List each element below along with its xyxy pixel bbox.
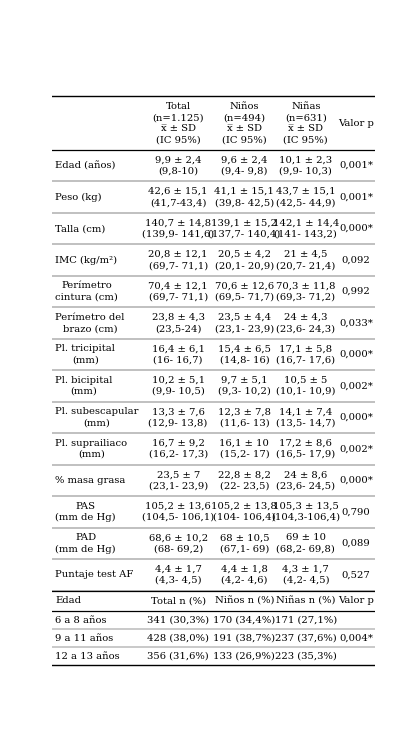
Text: Perímetro del
brazo (cm): Perímetro del brazo (cm): [55, 313, 125, 333]
Text: 4,4 ± 1,7
(4,3- 4,5): 4,4 ± 1,7 (4,3- 4,5): [155, 565, 201, 585]
Text: 0,000*: 0,000*: [339, 350, 373, 359]
Text: 14,1 ± 7,4
(13,5- 14,7): 14,1 ± 7,4 (13,5- 14,7): [276, 407, 336, 428]
Text: 0,001*: 0,001*: [339, 161, 373, 170]
Text: 0,790: 0,790: [342, 507, 370, 516]
Text: 70,3 ± 11,8
(69,3- 71,2): 70,3 ± 11,8 (69,3- 71,2): [276, 281, 336, 302]
Text: 12 a 13 años: 12 a 13 años: [55, 651, 120, 661]
Text: Niños
(n=494)
x̅ ± SD
(IC 95%): Niños (n=494) x̅ ± SD (IC 95%): [222, 102, 267, 144]
Text: 17,1 ± 5,8
(16,7- 17,6): 17,1 ± 5,8 (16,7- 17,6): [276, 345, 335, 364]
Text: 23,5 ± 7
(23,1- 23,9): 23,5 ± 7 (23,1- 23,9): [148, 470, 208, 490]
Text: 17,2 ± 8,6
(16,5- 17,9): 17,2 ± 8,6 (16,5- 17,9): [276, 439, 335, 459]
Text: 10,2 ± 5,1
(9,9- 10,5): 10,2 ± 5,1 (9,9- 10,5): [152, 376, 205, 396]
Text: 0,002*: 0,002*: [339, 444, 373, 453]
Text: 20,8 ± 12,1
(69,7- 71,1): 20,8 ± 12,1 (69,7- 71,1): [148, 250, 208, 270]
Text: 0,004*: 0,004*: [339, 633, 373, 642]
Text: 105,3 ± 13,5
(104,3-106,4): 105,3 ± 13,5 (104,3-106,4): [271, 502, 340, 522]
Text: 68 ± 10,5
(67,1- 69): 68 ± 10,5 (67,1- 69): [220, 533, 269, 553]
Text: Valor p: Valor p: [338, 596, 374, 605]
Text: 16,4 ± 6,1
(16- 16,7): 16,4 ± 6,1 (16- 16,7): [152, 345, 205, 364]
Text: 6 a 8 años: 6 a 8 años: [55, 615, 107, 624]
Text: IMC (kg/m²): IMC (kg/m²): [55, 256, 118, 265]
Text: 4,3 ± 1,7
(4,2- 4,5): 4,3 ± 1,7 (4,2- 4,5): [282, 565, 329, 585]
Text: 0,092: 0,092: [342, 256, 370, 265]
Text: 9 a 11 años: 9 a 11 años: [55, 633, 113, 642]
Text: Niñas n (%): Niñas n (%): [276, 596, 336, 605]
Text: 20,5 ± 4,2
(20,1- 20,9): 20,5 ± 4,2 (20,1- 20,9): [215, 250, 274, 270]
Text: 0,002*: 0,002*: [339, 382, 373, 391]
Text: 70,6 ± 12,6
(69,5- 71,7): 70,6 ± 12,6 (69,5- 71,7): [215, 281, 274, 302]
Text: 139,1 ± 15,2
(137,7- 140,4): 139,1 ± 15,2 (137,7- 140,4): [208, 219, 281, 238]
Text: Talla (cm): Talla (cm): [55, 224, 106, 233]
Text: % masa grasa: % masa grasa: [55, 476, 126, 485]
Text: 105,2 ± 13,6
(104,5- 106,1): 105,2 ± 13,6 (104,5- 106,1): [142, 502, 214, 522]
Text: 10,1 ± 2,3
(9,9- 10,3): 10,1 ± 2,3 (9,9- 10,3): [279, 155, 332, 176]
Text: 0,527: 0,527: [342, 570, 370, 579]
Text: 133 (26,9%): 133 (26,9%): [214, 651, 275, 661]
Text: 41,1 ± 15,1
(39,8- 42,5): 41,1 ± 15,1 (39,8- 42,5): [214, 187, 274, 207]
Text: 0,000*: 0,000*: [339, 413, 373, 422]
Text: 0,089: 0,089: [342, 539, 370, 548]
Text: 43,7 ± 15,1
(42,5- 44,9): 43,7 ± 15,1 (42,5- 44,9): [276, 187, 336, 207]
Text: 16,1 ± 10
(15,2- 17): 16,1 ± 10 (15,2- 17): [219, 439, 269, 459]
Text: 10,5 ± 5
(10,1- 10,9): 10,5 ± 5 (10,1- 10,9): [276, 376, 336, 396]
Text: 70,4 ± 12,1
(69,7- 71,1): 70,4 ± 12,1 (69,7- 71,1): [148, 281, 208, 302]
Text: 68,6 ± 10,2
(68- 69,2): 68,6 ± 10,2 (68- 69,2): [148, 533, 208, 553]
Text: 223 (35,3%): 223 (35,3%): [275, 651, 337, 661]
Text: 9,6 ± 2,4
(9,4- 9,8): 9,6 ± 2,4 (9,4- 9,8): [221, 155, 268, 176]
Text: 428 (38,0%): 428 (38,0%): [147, 633, 209, 642]
Text: 191 (38,7%): 191 (38,7%): [214, 633, 276, 642]
Text: 24 ± 8,6
(23,6- 24,5): 24 ± 8,6 (23,6- 24,5): [276, 470, 335, 490]
Text: 237 (37,6%): 237 (37,6%): [275, 633, 337, 642]
Text: Edad (años): Edad (años): [55, 161, 116, 170]
Text: Peso (kg): Peso (kg): [55, 192, 102, 201]
Text: Pl. suprailiaco
(mm): Pl. suprailiaco (mm): [55, 439, 128, 459]
Text: Puntaje test AF: Puntaje test AF: [55, 570, 134, 579]
Text: 0,000*: 0,000*: [339, 476, 373, 485]
Text: Total n (%): Total n (%): [151, 596, 206, 605]
Text: Total
(n=1.125)
x̅ ± SD
(IC 95%): Total (n=1.125) x̅ ± SD (IC 95%): [152, 102, 204, 144]
Text: Pl. tricipital
(mm): Pl. tricipital (mm): [55, 345, 115, 364]
Text: 170 (34,4%): 170 (34,4%): [213, 615, 276, 624]
Text: Niños n (%): Niños n (%): [215, 596, 274, 605]
Text: PAD
(mm de Hg): PAD (mm de Hg): [55, 533, 116, 553]
Text: PAS
(mm de Hg): PAS (mm de Hg): [55, 501, 116, 522]
Text: 142,1 ± 14,4
(141- 143,2): 142,1 ± 14,4 (141- 143,2): [273, 219, 339, 238]
Text: 24 ± 4,3
(23,6- 24,3): 24 ± 4,3 (23,6- 24,3): [276, 313, 335, 333]
Text: Valor p: Valor p: [338, 118, 374, 127]
Text: 140,7 ± 14,8
(139,9- 141,6): 140,7 ± 14,8 (139,9- 141,6): [142, 219, 214, 238]
Text: 0,000*: 0,000*: [339, 224, 373, 233]
Text: 16,7 ± 9,2
(16,2- 17,3): 16,7 ± 9,2 (16,2- 17,3): [148, 439, 208, 459]
Text: 9,9 ± 2,4
(9,8-10): 9,9 ± 2,4 (9,8-10): [155, 155, 201, 176]
Text: 21 ± 4,5
(20,7- 21,4): 21 ± 4,5 (20,7- 21,4): [276, 250, 336, 270]
Text: 0,033*: 0,033*: [339, 318, 373, 327]
Text: 42,6 ± 15,1
(41,7-43,4): 42,6 ± 15,1 (41,7-43,4): [148, 187, 208, 207]
Text: Pl. bicipital
(mm): Pl. bicipital (mm): [55, 376, 113, 396]
Text: Perímetro
cintura (cm): Perímetro cintura (cm): [55, 281, 118, 302]
Text: Pl. subescapular
(mm): Pl. subescapular (mm): [55, 407, 139, 428]
Text: 69 ± 10
(68,2- 69,8): 69 ± 10 (68,2- 69,8): [276, 533, 335, 553]
Text: 356 (31,6%): 356 (31,6%): [147, 651, 209, 661]
Text: 105,2 ± 13,8
(104- 106,4): 105,2 ± 13,8 (104- 106,4): [211, 502, 277, 522]
Text: 22,8 ± 8,2
(22- 23,5): 22,8 ± 8,2 (22- 23,5): [218, 470, 271, 490]
Text: 12,3 ± 7,8
(11,6- 13): 12,3 ± 7,8 (11,6- 13): [218, 407, 271, 428]
Text: 15,4 ± 6,5
(14,8- 16): 15,4 ± 6,5 (14,8- 16): [218, 345, 271, 364]
Text: 0,992: 0,992: [342, 287, 370, 296]
Text: Edad: Edad: [55, 596, 81, 605]
Text: 23,8 ± 4,3
(23,5-24): 23,8 ± 4,3 (23,5-24): [152, 313, 205, 333]
Text: 23,5 ± 4,4
(23,1- 23,9): 23,5 ± 4,4 (23,1- 23,9): [215, 313, 274, 333]
Text: 4,4 ± 1,8
(4,2- 4,6): 4,4 ± 1,8 (4,2- 4,6): [221, 565, 268, 585]
Text: 13,3 ± 7,6
(12,9- 13,8): 13,3 ± 7,6 (12,9- 13,8): [148, 407, 208, 428]
Text: 9,7 ± 5,1
(9,3- 10,2): 9,7 ± 5,1 (9,3- 10,2): [218, 376, 271, 396]
Text: 0,001*: 0,001*: [339, 192, 373, 201]
Text: 341 (30,3%): 341 (30,3%): [147, 615, 209, 624]
Text: 171 (27,1%): 171 (27,1%): [275, 615, 337, 624]
Text: Niñas
(n=631)
x̅ ± SD
(IC 95%): Niñas (n=631) x̅ ± SD (IC 95%): [284, 102, 328, 144]
